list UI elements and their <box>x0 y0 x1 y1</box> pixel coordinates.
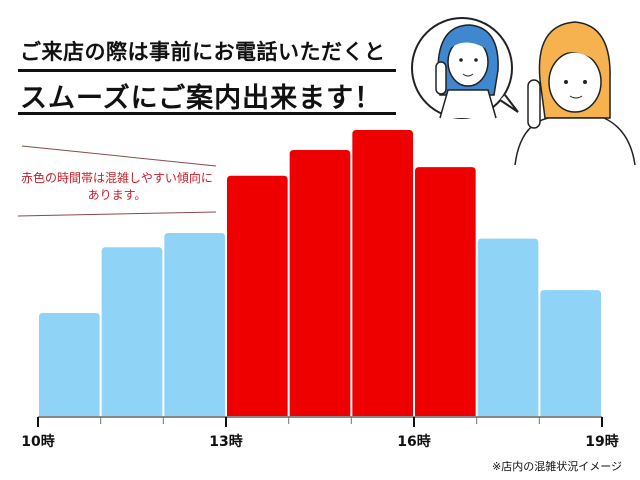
note-line-top <box>21 145 217 167</box>
customer-on-phone-icon <box>514 21 636 166</box>
footnote: ※店内の混雑状況イメージ <box>492 460 622 473</box>
bar-17時 <box>477 238 539 416</box>
bar-10時 <box>39 313 100 416</box>
bar-14時 <box>289 150 351 416</box>
bar-16時 <box>415 167 476 416</box>
bar-12時 <box>164 232 225 416</box>
x-tick-label: 19時 <box>585 433 618 450</box>
x-tick-label: 10時 <box>21 433 54 450</box>
header-line-2: スムーズにご案内出来ます！ <box>20 83 383 114</box>
x-tick-label: 16時 <box>397 433 430 450</box>
bar-18時 <box>540 290 601 416</box>
header-line-1: ご来店の際は事前にお電話いただくと <box>20 40 386 64</box>
note-line-bottom <box>17 211 217 217</box>
bar-15時 <box>352 130 413 416</box>
bar-13時 <box>227 175 288 416</box>
x-tick-label: 13時 <box>209 433 242 450</box>
busy-note-line-2: あります。 <box>87 188 147 202</box>
title-divider <box>18 112 396 115</box>
busy-note-line-1: 赤色の時間帯は混雑しやすい傾向に <box>21 171 213 185</box>
busy-note: 赤色の時間帯は混雑しやすい傾向に あります。 <box>14 170 220 204</box>
title-divider <box>18 69 396 72</box>
bar-11時 <box>101 247 163 416</box>
staff-on-phone-icon <box>411 17 519 119</box>
